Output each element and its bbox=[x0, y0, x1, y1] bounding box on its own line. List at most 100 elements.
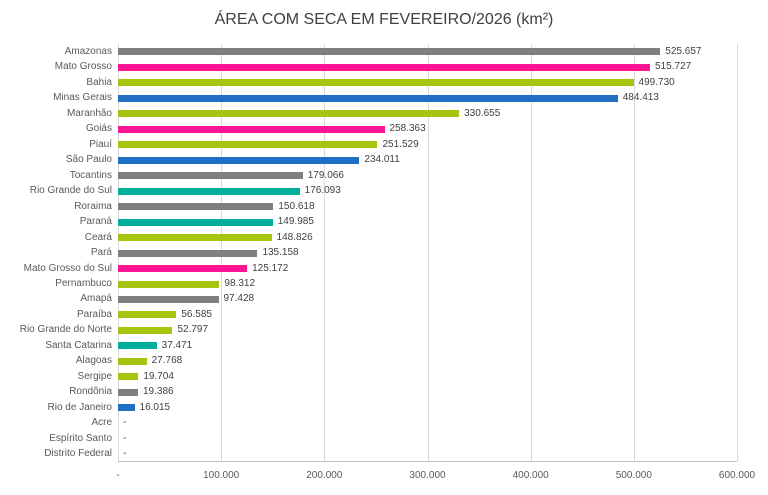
bar bbox=[118, 79, 634, 87]
category-label: Mato Grosso do Sul bbox=[23, 262, 112, 274]
category-label: São Paulo bbox=[65, 154, 112, 166]
bar bbox=[118, 218, 273, 226]
bar-area: 176.093 bbox=[118, 183, 737, 198]
bar bbox=[118, 373, 139, 381]
chart-row: Tocantins 179.066 bbox=[0, 168, 768, 183]
bar bbox=[118, 342, 157, 350]
x-axis-tick-label: 300.000 bbox=[409, 470, 446, 481]
bar-area: 52.797 bbox=[118, 323, 737, 338]
value-label: 525.657 bbox=[665, 45, 702, 57]
bar bbox=[118, 311, 177, 319]
bar-area: 16.015 bbox=[118, 400, 737, 415]
bar-area: 258.363 bbox=[118, 121, 737, 136]
chart-row: Mato Grosso 515.727 bbox=[0, 59, 768, 74]
chart-row: Amapá 97.428 bbox=[0, 292, 768, 307]
chart-row: Pernambuco 98.312 bbox=[0, 276, 768, 291]
bar bbox=[118, 357, 147, 365]
value-label: 150.618 bbox=[278, 200, 315, 212]
chart-row: Alagoas 27.768 bbox=[0, 354, 768, 369]
chart-row: Ceará 148.826 bbox=[0, 230, 768, 245]
bar bbox=[118, 249, 258, 257]
value-label: - bbox=[123, 448, 127, 460]
chart-row: Paraíba 56.585 bbox=[0, 307, 768, 322]
chart-row: Rondônia 19.386 bbox=[0, 385, 768, 400]
bar-area: 499.730 bbox=[118, 75, 737, 90]
chart-row: Roraima 150.618 bbox=[0, 199, 768, 214]
bar-area: 234.011 bbox=[118, 152, 737, 167]
category-label: Rio de Janeiro bbox=[47, 401, 112, 413]
value-label: 330.655 bbox=[464, 107, 501, 119]
category-label: Rondônia bbox=[69, 386, 112, 398]
chart-row: Rio Grande do Norte 52.797 bbox=[0, 323, 768, 338]
chart-row: Espírito Santo - bbox=[0, 431, 768, 446]
category-label: Amapá bbox=[80, 293, 112, 305]
chart-row: Distrito Federal - bbox=[0, 447, 768, 462]
value-label: 16.015 bbox=[139, 401, 171, 413]
bar bbox=[118, 203, 274, 211]
bar-area: 150.618 bbox=[118, 199, 737, 214]
gridline bbox=[633, 44, 635, 461]
chart-row: Piauí 251.529 bbox=[0, 137, 768, 152]
x-axis-tick-label: - bbox=[116, 470, 120, 481]
bar-area: 484.413 bbox=[118, 90, 737, 105]
value-label: 484.413 bbox=[622, 92, 659, 104]
category-label: Piauí bbox=[89, 138, 112, 150]
bar bbox=[118, 63, 651, 71]
x-axis-tick-label: 600.000 bbox=[718, 470, 756, 481]
bar bbox=[118, 234, 272, 242]
category-label: Espírito Santo bbox=[49, 432, 112, 444]
bar-area: 19.704 bbox=[118, 369, 737, 384]
category-label: Paraná bbox=[79, 216, 112, 228]
chart-row: Bahia 499.730 bbox=[0, 75, 768, 90]
x-axis-tick-label: 500.000 bbox=[615, 470, 652, 481]
value-label: 176.093 bbox=[304, 185, 341, 197]
bar-area: 19.386 bbox=[118, 385, 737, 400]
bar bbox=[118, 125, 385, 133]
value-label: 515.727 bbox=[655, 61, 692, 73]
category-label: Amazonas bbox=[64, 45, 112, 57]
x-axis-tick-label: 400.000 bbox=[512, 470, 549, 481]
bar-area: 251.529 bbox=[118, 137, 737, 152]
chart-row: Mato Grosso do Sul 125.172 bbox=[0, 261, 768, 276]
bar bbox=[118, 141, 378, 149]
category-label: Maranhão bbox=[66, 107, 112, 119]
value-label: 19.704 bbox=[143, 370, 174, 382]
gridline bbox=[530, 44, 532, 461]
bar-area: 37.471 bbox=[118, 338, 737, 353]
category-label: Rio Grande do Norte bbox=[19, 324, 112, 336]
value-label: 19.386 bbox=[142, 386, 174, 398]
bar-area: - bbox=[118, 447, 737, 462]
value-label: 135.158 bbox=[262, 247, 299, 259]
category-label: Minas Gerais bbox=[53, 92, 112, 104]
bar-area: 149.985 bbox=[118, 214, 737, 229]
value-label: 52.797 bbox=[177, 324, 209, 336]
bar-area: 135.158 bbox=[118, 245, 737, 260]
value-label: 27.768 bbox=[151, 355, 183, 367]
bar bbox=[118, 326, 173, 334]
bar bbox=[118, 156, 360, 164]
chart-row: Maranhão 330.655 bbox=[0, 106, 768, 121]
bar bbox=[118, 280, 220, 288]
chart-row: Paraná 149.985 bbox=[0, 214, 768, 229]
value-label: 258.363 bbox=[389, 123, 426, 135]
category-label: Ceará bbox=[84, 231, 112, 243]
bar-area: 330.655 bbox=[118, 106, 737, 121]
value-label: - bbox=[123, 417, 127, 429]
category-label: Rio Grande do Sul bbox=[29, 185, 112, 197]
category-label: Santa Catarina bbox=[45, 339, 112, 351]
category-label: Bahia bbox=[86, 76, 112, 88]
bar-area: 125.172 bbox=[118, 261, 737, 276]
chart-row: Minas Gerais 484.413 bbox=[0, 90, 768, 105]
plot-area: Amazonas 525.657 Mato Grosso 515.727 Bahia 49… bbox=[0, 44, 768, 462]
bar-area: 98.312 bbox=[118, 276, 737, 291]
category-label: Acre bbox=[91, 417, 112, 429]
bar-area: 148.826 bbox=[118, 230, 737, 245]
chart-rows: Amazonas 525.657 Mato Grosso 515.727 Bahia 49… bbox=[0, 44, 768, 462]
category-label: Paraíba bbox=[76, 308, 112, 320]
value-label: 234.011 bbox=[364, 154, 400, 166]
gridline bbox=[427, 44, 429, 461]
chart-row: Pará 135.158 bbox=[0, 245, 768, 260]
category-label: Distrito Federal bbox=[44, 448, 112, 460]
category-label: Mato Grosso bbox=[54, 61, 112, 73]
value-label: 251.529 bbox=[382, 138, 419, 150]
